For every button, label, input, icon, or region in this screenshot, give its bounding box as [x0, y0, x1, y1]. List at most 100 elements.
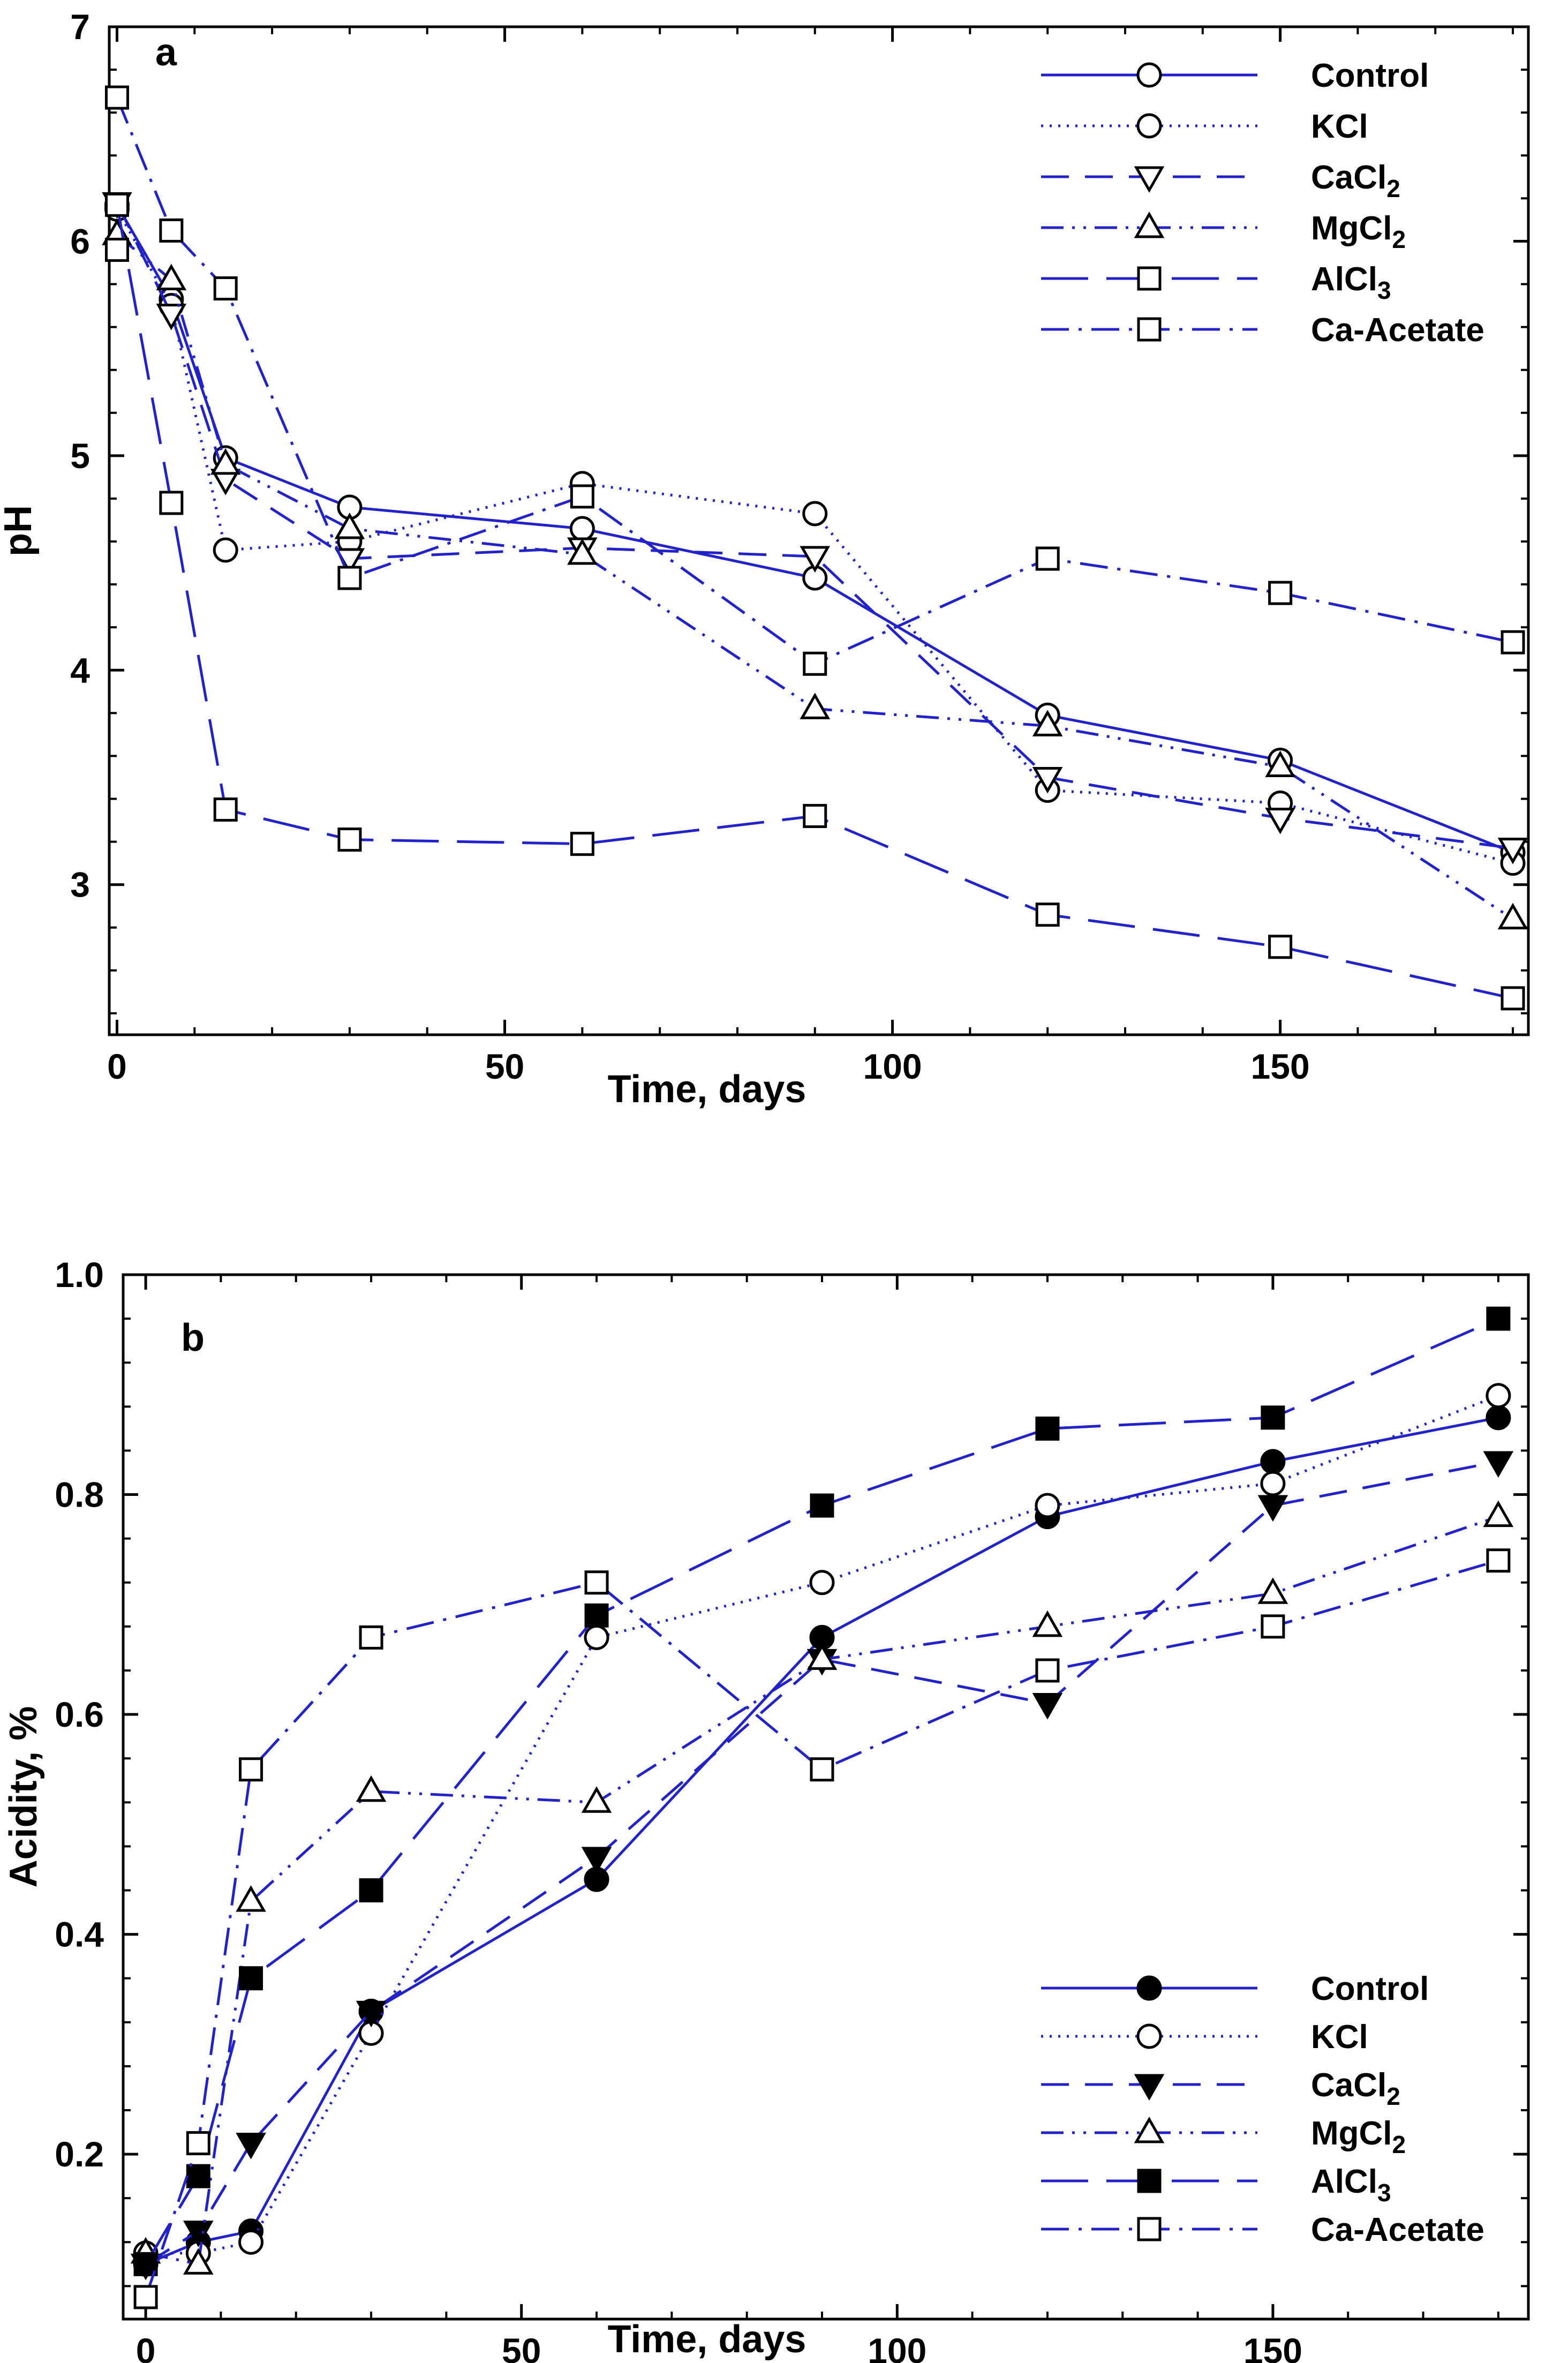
legend-item: KCl — [1041, 2019, 1368, 2056]
data-point — [1261, 1405, 1285, 1430]
x-tick-label: 0 — [136, 2331, 156, 2363]
data-point — [359, 1878, 383, 1902]
legend-marker — [1137, 266, 1162, 291]
panel-label: a — [155, 31, 177, 74]
data-point — [1501, 630, 1525, 654]
legend-label: MgCl2 — [1311, 210, 1406, 253]
data-point — [186, 2164, 210, 2188]
series-control — [133, 1405, 1511, 2277]
data-point — [133, 2285, 158, 2309]
data-point — [1260, 1471, 1286, 1496]
legend-item: Ca-Acetate — [1041, 2211, 1484, 2248]
data-point — [159, 218, 184, 243]
legend-item: CaCl2 — [1041, 159, 1400, 202]
x-axis: 0 50 100 150 — [136, 1275, 1499, 2363]
legend-subscript: 2 — [1392, 225, 1406, 253]
data-point — [213, 276, 238, 301]
legend-item: CaCl2 — [1041, 2067, 1400, 2110]
x-tick-label: 150 — [1243, 2331, 1302, 2363]
data-point — [1497, 902, 1528, 930]
chart-panel-b: 0 50 100 150 0.2 0.4 0.6 0.8 1.0 Time, days Acidit… — [2, 1255, 1530, 2363]
data-point — [567, 538, 598, 565]
legend-marker — [1137, 2217, 1162, 2241]
data-point — [210, 448, 241, 475]
data-point — [1483, 1500, 1514, 1527]
series-line — [116, 97, 1513, 666]
series-line — [145, 1416, 1499, 2266]
legend-label: KCl — [1311, 108, 1368, 145]
series-line — [116, 234, 1514, 920]
legend-label: Ca-Acetate — [1311, 312, 1484, 349]
data-point — [337, 566, 362, 590]
series-line — [116, 204, 1513, 1000]
data-point — [1486, 1548, 1511, 1573]
data-point — [1257, 1577, 1288, 1604]
data-point — [334, 512, 365, 539]
data-point — [236, 1885, 266, 1912]
legend-label: Control — [1311, 57, 1429, 94]
y-tick-label: 0.4 — [55, 1915, 104, 1954]
data-point — [1268, 935, 1293, 959]
data-point — [1260, 1449, 1286, 1474]
y-tick-label: 3 — [70, 865, 90, 905]
legend-label: MgCl2 — [1311, 2115, 1406, 2158]
data-point — [104, 192, 129, 217]
legend-marker — [1137, 317, 1162, 342]
data-point — [802, 501, 828, 526]
data-point — [1035, 1658, 1060, 1683]
data-point — [810, 1493, 834, 1518]
data-point — [1035, 902, 1060, 927]
data-point — [104, 237, 129, 262]
data-point — [1032, 1610, 1063, 1637]
data-point — [1268, 581, 1293, 605]
data-point — [213, 537, 238, 563]
y-tick-label: 0.2 — [55, 2134, 104, 2174]
y-axis-label: pH — [0, 505, 40, 556]
y-axis: 0.2 0.4 0.6 0.8 1.0 — [55, 1255, 1528, 2287]
legend-item: MgCl2 — [1041, 210, 1406, 253]
data-point — [1483, 1451, 1514, 1478]
series-extra — [104, 237, 129, 262]
series-line — [146, 1394, 1499, 2255]
data-point — [803, 804, 827, 829]
data-point — [1261, 1614, 1285, 1639]
data-point — [356, 1775, 387, 1802]
legend-item: Control — [1041, 57, 1429, 94]
data-point — [1501, 986, 1525, 1011]
x-tick-label: 50 — [502, 2331, 541, 2363]
x-axis: 0 50 100 150 — [107, 27, 1514, 1086]
legend: Control KCl CaCl2 MgCl2 AlCl3 Ca-Acetate — [1041, 1970, 1484, 2248]
legend-item: AlCl3 — [1041, 2163, 1391, 2207]
legend-subscript: 2 — [1392, 2131, 1406, 2158]
y-tick-label: 6 — [70, 221, 90, 261]
data-point — [584, 1570, 609, 1595]
data-point — [569, 516, 595, 541]
data-point — [159, 491, 184, 515]
x-tick-label: 100 — [863, 1047, 922, 1086]
legend-marker — [1136, 113, 1162, 139]
data-point — [803, 651, 827, 676]
data-point — [584, 1603, 609, 1628]
data-point — [359, 1625, 383, 1650]
legend-label: AlCl3 — [1311, 261, 1391, 304]
legend-marker — [1136, 62, 1162, 88]
legend-subscript: 3 — [1377, 2179, 1391, 2207]
x-axis-label: Time, days — [608, 1068, 806, 1111]
y-tick-label: 1.0 — [55, 1255, 104, 1295]
data-point — [1257, 1495, 1288, 1522]
data-point — [236, 2133, 266, 2159]
data-point — [238, 2229, 264, 2255]
data-point — [1486, 1306, 1511, 1331]
data-point — [186, 2131, 210, 2156]
legend-marker — [1134, 166, 1165, 193]
series-ca-acetate — [104, 85, 1525, 676]
legend: Control KCl CaCl2 MgCl2 AlCl3 Ca-Acetate — [1041, 57, 1484, 349]
chart-panel-a: 0 50 100 150 3 4 5 6 7 Time, days pH a Control KCl CaC… — [0, 7, 1530, 1111]
data-point — [337, 827, 362, 852]
data-point — [570, 484, 594, 509]
y-axis-label: Acidity, % — [2, 1706, 45, 1888]
x-tick-label: 50 — [485, 1047, 524, 1086]
x-tick-label: 150 — [1251, 1047, 1310, 1086]
data-point — [156, 264, 187, 291]
